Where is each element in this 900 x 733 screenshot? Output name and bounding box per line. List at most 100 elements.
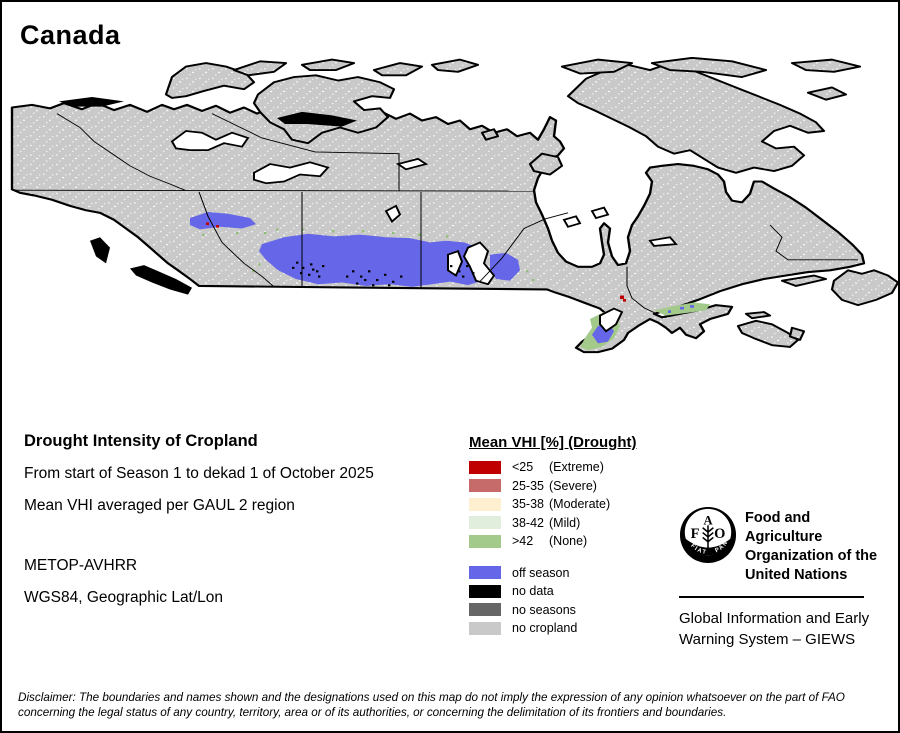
yukon-nwt-border xyxy=(56,113,186,191)
legend-swatch-none xyxy=(469,534,501,548)
legend-swatch-no-data xyxy=(469,584,501,598)
legend-value: 25-35 xyxy=(512,478,544,493)
haida-gwaii xyxy=(90,237,110,264)
projection-label: WGS84, Geographic Lat/Lon xyxy=(24,589,224,606)
reindeer-lake xyxy=(384,204,402,224)
sixtieth-parallel-border xyxy=(11,189,535,192)
sensor-label: METOP-AVHRR xyxy=(24,557,138,574)
fao-block: F A O FIAT PANIS Food and Agriculture Or… xyxy=(679,506,884,650)
legend-qualifier: (Severe) xyxy=(549,478,597,493)
legend-row-no-cropland: no cropland xyxy=(469,619,679,638)
victoria-island xyxy=(252,74,396,145)
quebec-labrador-border xyxy=(769,224,858,261)
cape-breton xyxy=(788,326,806,341)
svg-text:F: F xyxy=(691,526,700,542)
divider xyxy=(679,596,864,598)
spacer xyxy=(24,529,454,557)
ellesmere-island xyxy=(650,56,768,78)
lake-winnipeg xyxy=(462,241,496,286)
newfoundland xyxy=(830,269,898,307)
disclaimer-text: Disclaimer: The boundaries and names sho… xyxy=(18,691,845,719)
vhi-none-speckles xyxy=(202,228,535,282)
nunavut-lake xyxy=(590,206,610,220)
map-info-block: Drought Intensity of Cropland From start… xyxy=(24,432,454,621)
legend-swatch-no-cropland xyxy=(469,621,501,635)
prairie-lakes xyxy=(447,241,496,286)
legend-qualifier: (Moderate) xyxy=(549,497,611,512)
legend-row-mild: 38-42 (Mild) xyxy=(469,514,679,533)
legend-qualifier: (Extreme) xyxy=(549,460,604,475)
legend-value: >42 xyxy=(512,534,534,549)
great-slave-lake xyxy=(253,161,330,185)
canada-map-svg xyxy=(10,56,898,354)
fao-logo-icon: F A O FIAT PANIS xyxy=(679,506,737,564)
nova-scotia xyxy=(736,319,800,348)
great-bear-lake xyxy=(170,130,250,152)
legend-swatch-off-season xyxy=(469,566,501,580)
banks-island xyxy=(164,62,256,99)
bylot-island xyxy=(806,86,848,101)
bc-alberta-border xyxy=(198,191,274,287)
off-season-area xyxy=(190,211,520,287)
page-title: Canada xyxy=(20,20,121,50)
canada-map xyxy=(2,56,898,427)
ontario-quebec-cropland xyxy=(580,302,710,351)
legend-label: off season xyxy=(512,565,570,580)
fao-name: Food and Agriculture Organization of the… xyxy=(745,506,884,585)
legend-swatch-mild xyxy=(469,516,501,530)
saskatchewan-patch xyxy=(259,233,488,287)
legend-label: no cropland xyxy=(512,621,578,636)
legend-row-extreme: <25 (Extreme) xyxy=(469,458,679,477)
baffin-island xyxy=(566,62,826,174)
giews-name: Global Information and Early Warning Sys… xyxy=(679,608,884,650)
manitoba-ontario-border xyxy=(478,212,569,283)
legend-value: 35-38 xyxy=(512,497,544,512)
nwt-nunavut-border xyxy=(211,113,400,192)
legend-swatch-no-seasons xyxy=(469,603,501,617)
map-aggregation-line: Mean VHI averaged per GAUL 2 region xyxy=(24,497,295,514)
fao-name-line: United Nations xyxy=(745,567,848,583)
legend-label: no seasons xyxy=(512,602,576,617)
legend-swatch-severe xyxy=(469,479,501,493)
legend-label: no data xyxy=(512,584,554,599)
ontario-quebec-border xyxy=(626,266,656,314)
fao-name-line: Food and Agriculture xyxy=(745,510,823,545)
legend-qualifier: (None) xyxy=(549,534,588,549)
legend-qualifier: (Mild) xyxy=(549,515,581,530)
legend-swatch-moderate xyxy=(469,497,501,511)
svg-text:O: O xyxy=(714,526,725,542)
map-legend: Mean VHI [%] (Drought) <25 (Extreme) 25-… xyxy=(469,434,679,638)
vancouver-island xyxy=(130,265,192,295)
coastal-ink xyxy=(59,97,357,295)
lakes xyxy=(170,130,678,247)
spacer xyxy=(469,551,679,564)
legend-row-off-season: off season xyxy=(469,564,679,583)
quebec-lake xyxy=(648,236,678,247)
georgian-bay xyxy=(599,307,624,333)
anticosti-island xyxy=(780,274,828,287)
king-william-island xyxy=(480,128,500,141)
legend-row-no-seasons: no seasons xyxy=(469,601,679,620)
giews-line: Global Information and Early xyxy=(679,610,870,627)
manitoba-patch xyxy=(490,252,520,281)
giews-line: Warning System – GIEWS xyxy=(679,631,856,648)
devon-island xyxy=(560,58,634,75)
lake-winnipegosis xyxy=(447,249,464,277)
lake-athabasca xyxy=(395,157,429,171)
legend-row-no-data: no data xyxy=(469,582,679,601)
fao-name-line: Organization of the xyxy=(745,548,878,564)
islands xyxy=(164,56,898,348)
fao-header: F A O FIAT PANIS Food and Agriculture Or… xyxy=(679,506,884,585)
legend-title: Mean VHI [%] (Drought) xyxy=(469,434,637,451)
nunavut-lake xyxy=(562,215,582,228)
province-borders xyxy=(11,113,858,314)
prince-edward-island xyxy=(744,311,772,320)
svg-text:A: A xyxy=(703,513,712,527)
legend-row-none: >42 (None) xyxy=(469,532,679,551)
southampton-island xyxy=(528,152,564,176)
legend-value: <25 xyxy=(512,460,534,475)
map-subject-heading: Drought Intensity of Cropland xyxy=(24,432,258,450)
vhi-extreme-speckles xyxy=(206,222,626,302)
legend-row-moderate: 35-38 (Moderate) xyxy=(469,495,679,514)
